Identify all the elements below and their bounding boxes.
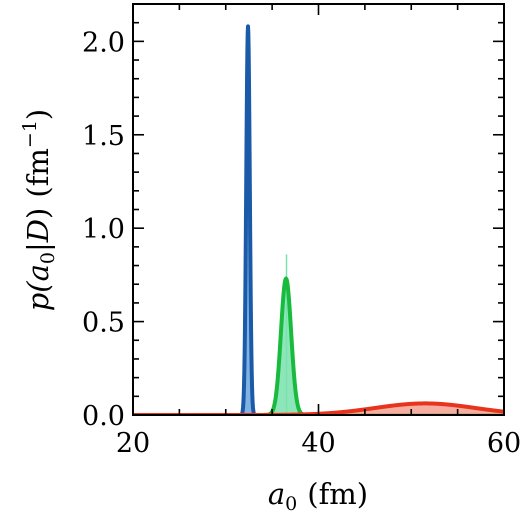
plot-area [133,24,504,415]
series-2-line [133,276,504,415]
y-tick-label: 1.5 [82,121,125,152]
series-1-area [133,26,504,415]
y-tick-label: 1.0 [82,214,125,245]
y-axis-label: p(a0|D)(fm−1) [19,109,59,312]
x-tick-label: 40 [301,428,335,459]
series-2-area [133,278,504,415]
y-tick-label: 2.0 [82,27,125,58]
plot-frame [132,3,505,416]
y-tick-label: 0.5 [82,308,125,339]
x-tick-label: 20 [116,428,150,459]
y-tick-label: 0.0 [82,401,125,432]
series-1-line [133,24,504,415]
axis-ticks [132,3,505,416]
x-tick-label: 60 [487,428,521,459]
tick-labels: 20 40 60 0.0 0.5 1.0 1.5 2.0 [82,27,521,459]
x-axis-label: a0 (fm) [268,477,368,515]
